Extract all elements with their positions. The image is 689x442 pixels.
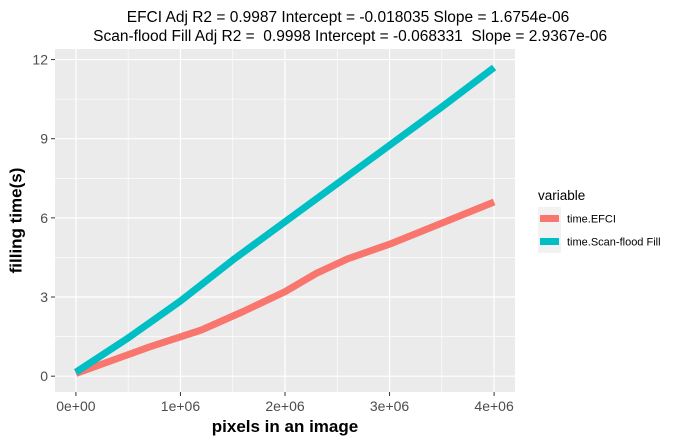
legend-label: time.EFCI — [567, 214, 616, 226]
x-tick-labels: 0e+00 1e+06 2e+06 3e+06 4e+06 — [56, 398, 514, 414]
y-tick-label: 6 — [40, 210, 48, 226]
axis-ticks — [51, 59, 495, 396]
series-line — [73, 64, 497, 376]
series-line — [74, 198, 496, 377]
y-tick-labels: 0 3 6 9 12 — [32, 52, 48, 385]
x-tick-label: 1e+06 — [161, 398, 201, 414]
chart-title-line-2: Scan-flood Fill Adj R2 = 0.9998 Intercep… — [89, 28, 607, 45]
y-tick-label: 3 — [40, 289, 48, 305]
series-layer — [73, 64, 497, 377]
x-tick-label: 0e+00 — [56, 398, 96, 414]
legend: variable time.EFCI time.Scan-flood Fill — [538, 188, 661, 253]
chart-title-line-1: EFCI Adj R2 = 0.9987 Intercept = -0.0180… — [127, 9, 570, 26]
x-tick-label: 4e+06 — [474, 398, 514, 414]
legend-label: time.Scan-flood Fill — [567, 237, 661, 249]
y-tick-label: 12 — [32, 52, 48, 68]
legend-title: variable — [538, 188, 585, 203]
y-tick-label: 0 — [40, 368, 48, 384]
y-tick-label: 9 — [40, 131, 48, 147]
x-tick-label: 3e+06 — [370, 398, 410, 414]
y-axis-title: filling time(s) — [6, 168, 25, 274]
x-axis-title: pixels in an image — [212, 417, 358, 436]
x-tick-label: 2e+06 — [265, 398, 305, 414]
